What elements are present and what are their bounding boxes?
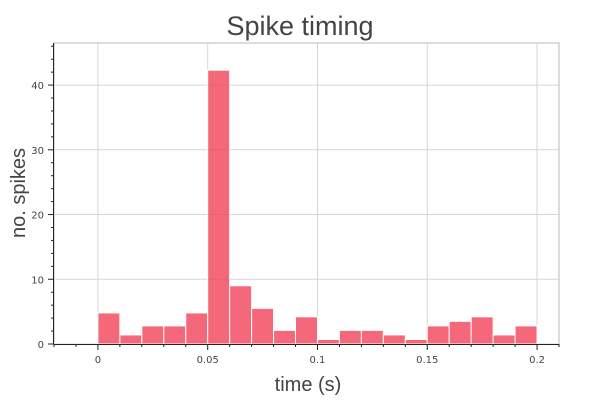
histogram-bar: [470, 316, 494, 345]
histogram-bar: [229, 285, 253, 345]
x-tick-label: 0.2: [529, 355, 545, 366]
histogram-bar: [119, 334, 143, 345]
histogram-bar: [207, 69, 231, 345]
y-tick-label: 30: [31, 146, 44, 157]
plot-frame: [53, 42, 560, 345]
histogram-bar: [273, 329, 297, 345]
histogram-bar: [316, 338, 340, 345]
y-tick-label: 20: [31, 211, 44, 222]
x-tick-label: 0.05: [197, 355, 219, 366]
histogram-bar: [251, 307, 275, 345]
chart-title: Spike timing: [226, 11, 373, 41]
y-tick-label: 0: [38, 340, 44, 351]
histogram-bar: [97, 312, 121, 345]
histogram-bar: [514, 325, 538, 345]
x-tick-label: 0.15: [416, 355, 438, 366]
histogram-bar: [141, 325, 165, 345]
y-tick-label: 40: [31, 81, 44, 92]
histogram-bar: [382, 334, 406, 345]
x-tick-label: 0.1: [310, 355, 326, 366]
histogram-bar: [426, 325, 450, 345]
grid-lines: [53, 42, 560, 345]
histogram-bar: [404, 338, 428, 345]
histogram-bar: [338, 329, 362, 345]
x-tick-label: 0: [95, 355, 101, 366]
axes: 0 0.05 0.1 0.15 0.2 0 10 20 30 40: [31, 43, 560, 366]
y-axis-label: no. spikes: [8, 148, 30, 238]
histogram-bar: [360, 329, 384, 345]
histogram-bar: [163, 325, 187, 345]
y-tick-label: 10: [31, 275, 44, 286]
histogram-bar: [185, 312, 209, 345]
histogram-bar: [448, 320, 472, 345]
bars: [97, 69, 538, 345]
x-axis-label: time (s): [275, 374, 342, 396]
histogram-bar: [295, 316, 318, 345]
histogram-bar: [492, 334, 516, 345]
